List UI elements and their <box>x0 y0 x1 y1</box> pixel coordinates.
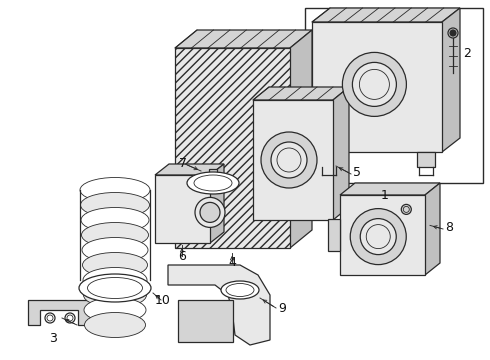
Circle shape <box>271 142 307 178</box>
Ellipse shape <box>82 252 147 278</box>
Ellipse shape <box>80 193 149 217</box>
Ellipse shape <box>226 284 254 297</box>
Polygon shape <box>290 30 312 248</box>
Ellipse shape <box>81 222 148 248</box>
Bar <box>305 8 483 183</box>
Polygon shape <box>253 100 333 220</box>
Text: 10: 10 <box>155 293 171 306</box>
Ellipse shape <box>221 281 259 299</box>
Bar <box>209 169 217 177</box>
Text: 7: 7 <box>179 157 187 170</box>
Polygon shape <box>425 183 440 275</box>
Ellipse shape <box>200 202 220 222</box>
Polygon shape <box>442 8 460 152</box>
Circle shape <box>448 28 458 38</box>
Circle shape <box>360 219 396 255</box>
Text: 3: 3 <box>49 332 57 345</box>
Circle shape <box>352 62 396 107</box>
Ellipse shape <box>82 238 148 262</box>
Ellipse shape <box>187 172 239 194</box>
Polygon shape <box>312 22 442 152</box>
Polygon shape <box>155 175 210 243</box>
Circle shape <box>450 30 456 36</box>
Bar <box>320 152 338 167</box>
Polygon shape <box>328 219 340 251</box>
Text: 2: 2 <box>463 46 471 59</box>
Ellipse shape <box>84 297 146 323</box>
Ellipse shape <box>79 274 151 302</box>
Polygon shape <box>340 195 425 275</box>
Ellipse shape <box>195 197 225 228</box>
Circle shape <box>350 208 406 265</box>
Circle shape <box>343 53 406 116</box>
Polygon shape <box>333 87 349 220</box>
Ellipse shape <box>80 177 150 202</box>
Text: 9: 9 <box>278 302 286 315</box>
Polygon shape <box>175 30 312 48</box>
Ellipse shape <box>88 278 143 298</box>
Polygon shape <box>175 48 290 248</box>
Circle shape <box>401 204 411 215</box>
Ellipse shape <box>81 207 149 233</box>
Polygon shape <box>253 87 349 100</box>
Polygon shape <box>28 300 90 325</box>
Polygon shape <box>340 183 440 195</box>
Circle shape <box>261 132 317 188</box>
Text: 8: 8 <box>445 220 453 234</box>
Ellipse shape <box>194 175 232 191</box>
Bar <box>417 152 435 167</box>
Polygon shape <box>168 265 270 345</box>
Text: 5: 5 <box>353 166 361 179</box>
Text: 1: 1 <box>381 189 389 202</box>
Ellipse shape <box>83 267 147 292</box>
Polygon shape <box>210 164 224 243</box>
Ellipse shape <box>84 312 146 338</box>
Ellipse shape <box>83 283 147 307</box>
Bar <box>178 300 233 342</box>
Polygon shape <box>312 8 460 22</box>
Text: 6: 6 <box>178 251 186 264</box>
Polygon shape <box>155 164 224 175</box>
Text: 4: 4 <box>228 256 236 270</box>
